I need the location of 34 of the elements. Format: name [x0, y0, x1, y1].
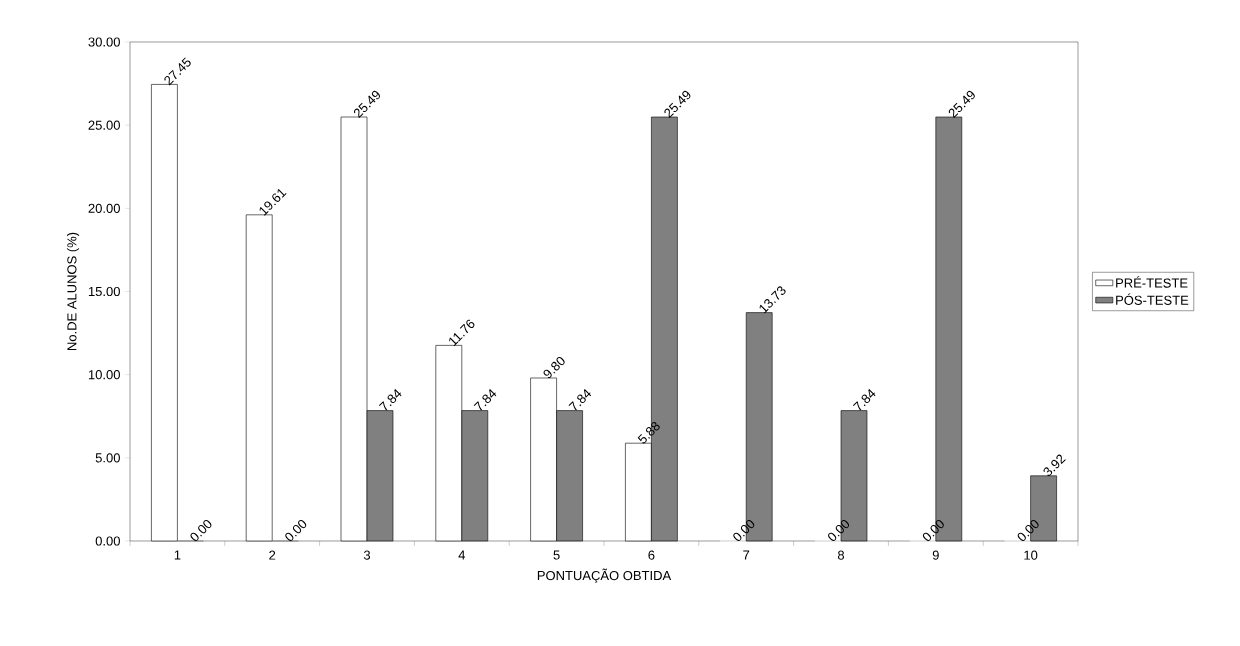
x-axis-title: PONTUAÇÃO OBTIDA [537, 568, 672, 583]
data-label: 9.80 [543, 356, 565, 379]
data-label: 0.00 [828, 519, 850, 541]
x-tick-label: 8 [837, 550, 845, 560]
y-axis-title: No.DE ALUNOS (%) [66, 232, 80, 351]
data-label: 0.00 [285, 519, 307, 541]
x-tick-label: 2 [269, 550, 276, 560]
data-label: 0.00 [922, 519, 944, 541]
x-tick-label: 9 [932, 550, 939, 560]
data-label: 7.84 [473, 389, 497, 411]
x-tick-label: 6 [648, 550, 655, 560]
x-tick-label: 5 [553, 550, 560, 560]
data-label: 0.00 [190, 519, 212, 541]
data-label: 0.00 [1017, 519, 1039, 541]
data-label: 7.84 [852, 389, 876, 411]
y-tick-label: 5.00 [95, 453, 120, 463]
data-label: 3.92 [1043, 454, 1066, 476]
y-tick-label: 10.00 [88, 370, 120, 380]
y-tick-label: 0.00 [95, 536, 120, 546]
y-tick-label: 20.00 [88, 203, 120, 213]
data-label: 7.84 [568, 389, 592, 411]
x-tick-label: 3 [363, 550, 371, 560]
data-label: 0.00 [733, 519, 755, 541]
y-tick-label: 30.00 [88, 37, 120, 47]
data-label: 7.84 [378, 389, 402, 411]
x-tick-label: 10 [1024, 550, 1038, 560]
legend-label: PÓS-TESTE [1116, 293, 1189, 305]
data-label: 5.88 [637, 421, 660, 444]
x-tick-label: 1 [174, 550, 181, 560]
y-tick-label: 25.00 [88, 120, 120, 130]
x-tick-label: 4 [458, 550, 466, 560]
x-tick-label: 7 [743, 550, 750, 560]
y-tick-label: 15.00 [88, 286, 120, 297]
legend-label: PRÉ-TESTE [1116, 276, 1188, 288]
